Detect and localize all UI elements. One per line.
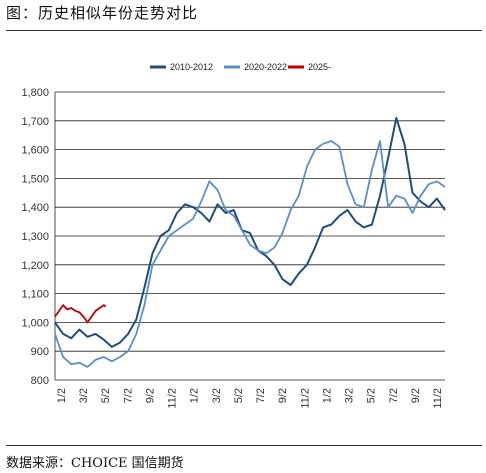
legend-label: 2020-2022 bbox=[244, 62, 287, 72]
x-axis-ticks: 1/2 3/2 5/2 7/2 9/2 11/2 1/2 3/2 5/2 7/2 9/2 11/2 1/… bbox=[56, 388, 444, 409]
title-rule bbox=[6, 30, 482, 31]
x-tick-label: 1/2 bbox=[56, 388, 68, 403]
y-tick-label: 1,100 bbox=[21, 289, 49, 301]
chart-series bbox=[54, 116, 446, 368]
y-tick-label: 1,700 bbox=[21, 116, 49, 128]
x-tick-label: 7/2 bbox=[388, 388, 400, 403]
x-tick-label: 3/2 bbox=[344, 388, 356, 403]
x-tick-label: 5/2 bbox=[366, 388, 378, 403]
x-tick-label: 3/2 bbox=[211, 388, 223, 403]
y-tick-label: 1,600 bbox=[21, 145, 49, 157]
chart-legend: 2010-2012 2020-2022 2025- bbox=[150, 62, 331, 72]
x-tick-label: 5/2 bbox=[233, 388, 245, 403]
source-note: 数据来源：CHOICE 国信期货 bbox=[6, 456, 184, 471]
y-axis-ticks: 800 900 1,000 1,100 1,200 1,300 1,400 1,500 1,60… bbox=[21, 87, 49, 387]
x-tick-label: 11/2 bbox=[167, 388, 179, 409]
y-tick-label: 1,500 bbox=[21, 173, 49, 185]
x-tick-label: 7/2 bbox=[122, 388, 134, 403]
legend-label: 2025- bbox=[308, 62, 331, 72]
y-tick-label: 800 bbox=[31, 375, 49, 387]
y-tick-label: 1,800 bbox=[21, 87, 49, 99]
legend-label: 2010-2012 bbox=[170, 62, 213, 72]
x-tick-label: 5/2 bbox=[100, 388, 112, 403]
figure-title: 图：历史相似年份走势对比 bbox=[6, 4, 199, 22]
x-tick-label: 3/2 bbox=[78, 388, 90, 403]
x-tick-label: 9/2 bbox=[144, 388, 156, 403]
x-tick-label: 9/2 bbox=[410, 388, 422, 403]
x-tick-label: 11/2 bbox=[299, 388, 311, 409]
x-tick-label: 1/2 bbox=[189, 388, 201, 403]
y-tick-label: 1,200 bbox=[21, 260, 49, 272]
y-tick-label: 1,000 bbox=[21, 317, 49, 329]
series-line-2010-2012 bbox=[54, 116, 446, 348]
gridlines bbox=[54, 91, 445, 381]
y-tick-label: 900 bbox=[31, 346, 49, 358]
line-chart: 2010-2012 2020-2022 2025- 800 900 1,000 1,100… bbox=[21, 62, 446, 409]
x-tick-label: 7/2 bbox=[255, 388, 267, 403]
source-rule bbox=[6, 445, 482, 446]
y-tick-label: 1,300 bbox=[21, 231, 49, 243]
y-tick-label: 1,400 bbox=[21, 202, 49, 214]
x-tick-label: 1/2 bbox=[321, 388, 333, 403]
x-tick-label: 11/2 bbox=[432, 388, 444, 409]
series-line-2020-2022 bbox=[54, 140, 446, 368]
x-tick-label: 9/2 bbox=[277, 388, 289, 403]
series-line-2025- bbox=[54, 304, 107, 324]
